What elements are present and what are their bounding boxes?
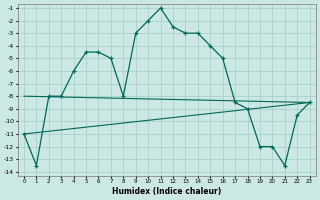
- X-axis label: Humidex (Indice chaleur): Humidex (Indice chaleur): [112, 187, 221, 196]
